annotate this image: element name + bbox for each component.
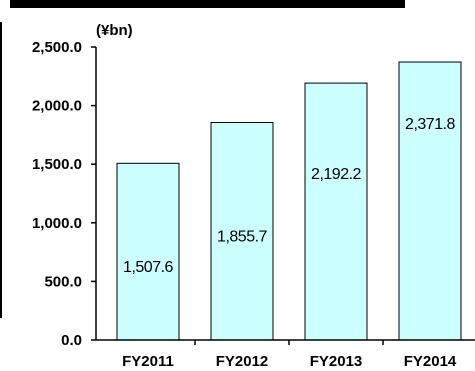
frame-edge xyxy=(0,22,2,318)
bar-fy2012 xyxy=(210,122,274,341)
bars-layer xyxy=(116,61,462,341)
data-label-fy2014: 2,371.8 xyxy=(405,116,455,133)
data-label-fy2013: 2,192.2 xyxy=(311,166,361,183)
y-tick-label: 1,000.0 xyxy=(32,215,82,232)
bar-fy2011 xyxy=(116,162,180,341)
labels-layer: 1,507.6 FY2011 1,855.7 FY2012 2,192.2 FY2013 2… xyxy=(32,39,457,370)
data-label-fy2012: 1,855.7 xyxy=(217,229,267,246)
data-label-fy2011: 1,507.6 xyxy=(123,259,173,276)
y-tick-label: 500.0 xyxy=(44,273,82,290)
unit-label: (¥bn) xyxy=(96,22,133,39)
y-tick-label: 1,500.0 xyxy=(32,156,82,173)
bar-fy2014 xyxy=(398,61,462,341)
category-label-fy2011: FY2011 xyxy=(122,353,174,370)
category-label-fy2014: FY2014 xyxy=(404,353,457,370)
y-tick-label: 2,000.0 xyxy=(32,98,82,115)
y-tick-label: 2,500.0 xyxy=(32,39,82,56)
category-label-fy2013: FY2013 xyxy=(310,353,363,370)
y-tick-label: 0.0 xyxy=(61,332,82,349)
axis-layer xyxy=(91,46,475,345)
category-label-fy2012: FY2012 xyxy=(216,353,269,370)
header-bar xyxy=(10,0,405,8)
bar-fy2013 xyxy=(304,82,368,341)
